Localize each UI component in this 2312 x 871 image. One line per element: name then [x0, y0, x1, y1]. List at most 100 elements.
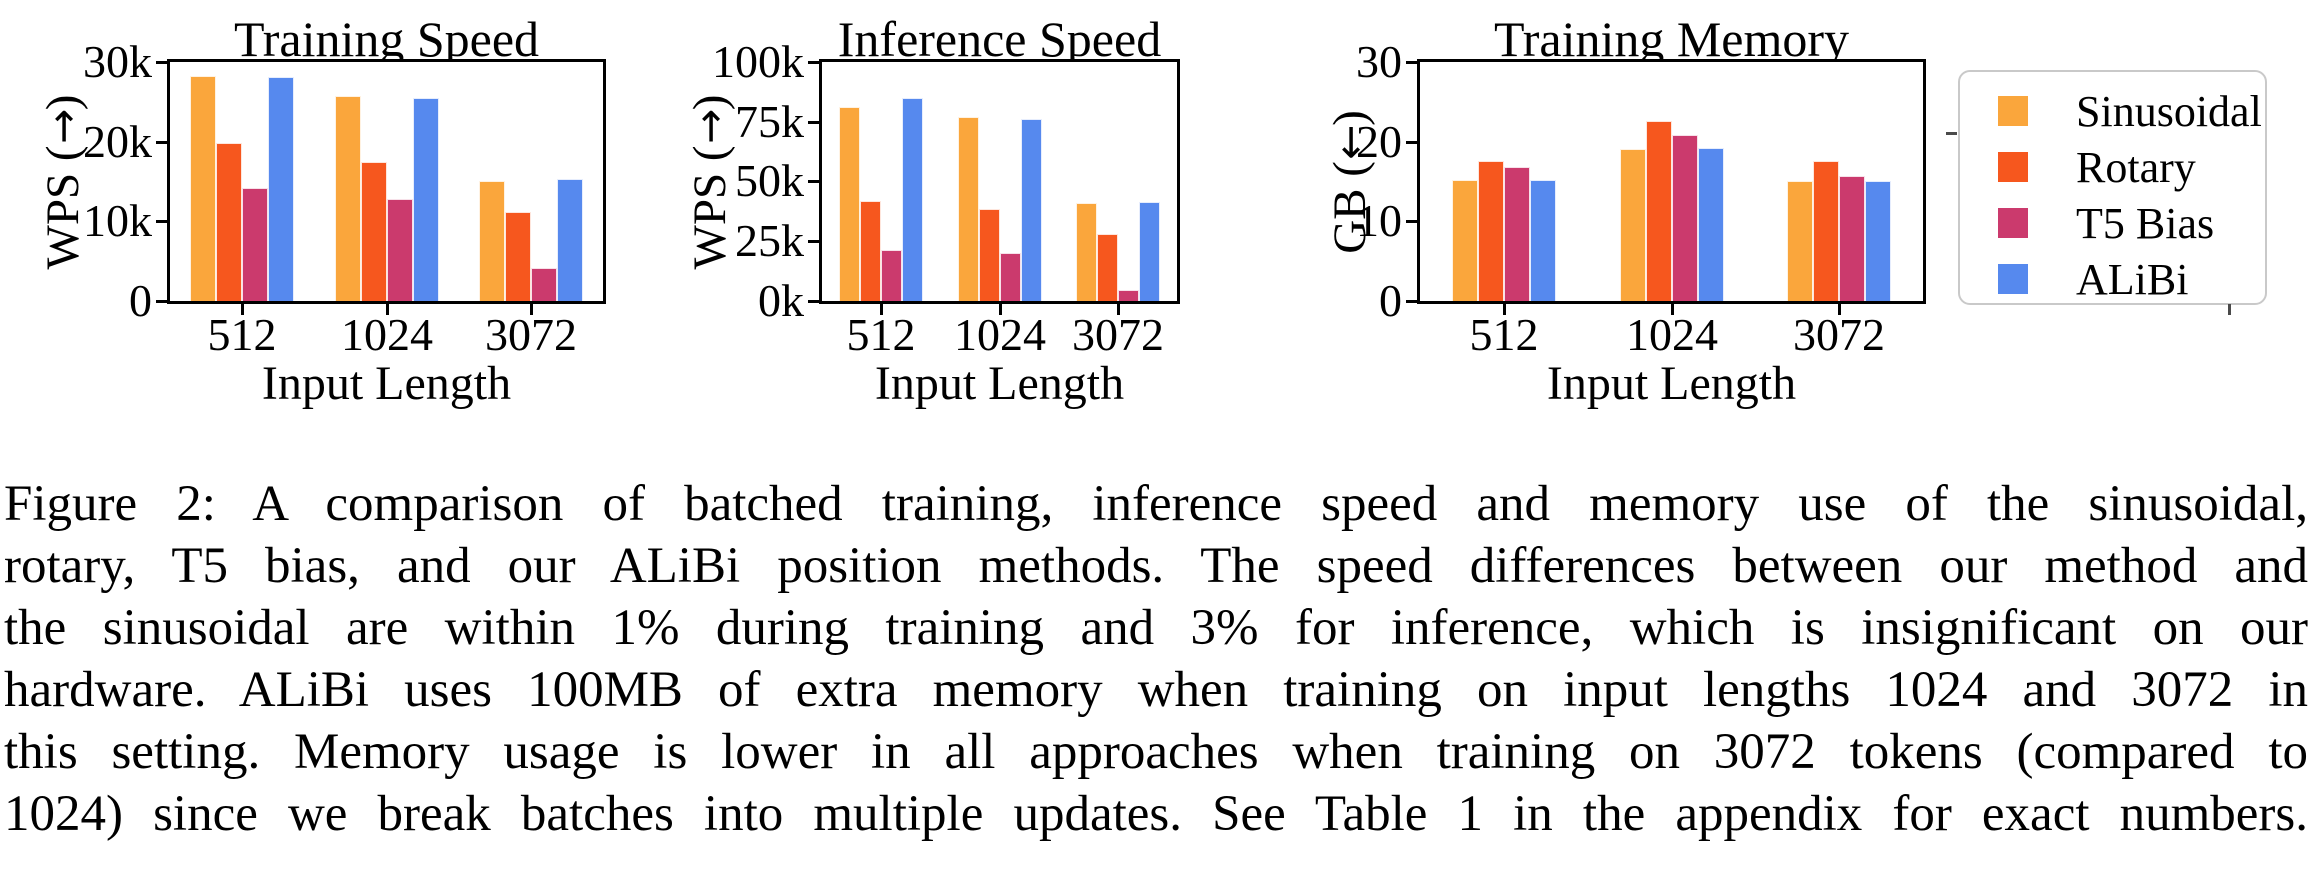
y-tick-label: 30k: [83, 36, 152, 87]
x-tick: [241, 304, 244, 315]
y-tick-label: 20: [1356, 116, 1402, 167]
y-tick-label: 10k: [83, 195, 152, 246]
y-tick: [1406, 220, 1417, 223]
x-tick: [530, 304, 533, 315]
bar-sinusoidal-512: [1452, 180, 1478, 301]
legend-item-t5-bias: T5 Bias: [1960, 195, 2265, 251]
x-tick-label: 512: [846, 309, 916, 360]
bar-rotary-512: [860, 201, 881, 301]
y-tick-label: 0: [129, 275, 152, 326]
y-tick: [808, 300, 819, 303]
caption-line-1: Figure 2: A comparison of batched traini…: [4, 476, 2308, 532]
x-tick: [1671, 304, 1674, 315]
figure-caption: Figure 2: A comparison of batched traini…: [4, 473, 2308, 845]
y-tick-label: 20k: [83, 116, 152, 167]
chart-title: Training Memory: [1493, 11, 1850, 67]
bar-t5-bias-3072: [1118, 290, 1139, 301]
bar-alibi-512: [268, 77, 294, 301]
plot-area: [1417, 59, 1926, 304]
y-tick-label: 0: [1379, 275, 1402, 326]
x-tick-label: 512: [207, 309, 277, 360]
x-tick-label: 3072: [1793, 309, 1885, 360]
x-tick-label: 3072: [1072, 309, 1164, 360]
plot-area: [167, 59, 606, 304]
y-tick: [156, 61, 167, 64]
y-tick-label: 10: [1356, 195, 1402, 246]
bar-sinusoidal-512: [190, 76, 216, 301]
bar-t5-bias-1024: [1000, 253, 1021, 301]
x-tick-label: 1024: [1626, 309, 1718, 360]
bar-t5-bias-1024: [1672, 135, 1698, 301]
y-tick: [808, 121, 819, 124]
y-tick: [808, 61, 819, 64]
legend-label: Sinusoidal: [2076, 86, 2262, 136]
y-tick-label: 25k: [735, 215, 804, 266]
caption-line-5: this setting. Memory usage is lower in a…: [4, 724, 2308, 780]
bar-sinusoidal-1024: [1620, 149, 1646, 301]
bar-t5-bias-512: [242, 188, 268, 301]
bar-alibi-3072: [1139, 202, 1160, 301]
x-tick: [1838, 304, 1841, 315]
x-tick-label: 1024: [954, 309, 1046, 360]
x-tick-label: 1024: [341, 309, 433, 360]
bar-sinusoidal-3072: [1787, 181, 1813, 301]
stray-tick-mark: [2228, 304, 2231, 315]
y-tick: [808, 240, 819, 243]
legend-swatch-t5-bias: [1998, 208, 2028, 238]
legend-swatch-sinusoidal: [1998, 96, 2028, 126]
caption-line-4: hardware. ALiBi uses 100MB of extra memo…: [4, 662, 2308, 718]
bar-rotary-3072: [1097, 234, 1118, 301]
bar-alibi-512: [1530, 180, 1556, 301]
bar-t5-bias-3072: [1839, 176, 1865, 301]
legend: Sinusoidal Rotary T5 Bias ALiBi: [1958, 70, 2267, 305]
y-tick: [1406, 61, 1417, 64]
x-axis-label: Input Length: [874, 357, 1125, 410]
legend-item-rotary: Rotary: [1960, 139, 2265, 195]
bar-sinusoidal-1024: [335, 96, 361, 301]
bar-rotary-512: [1478, 161, 1504, 301]
bar-sinusoidal-3072: [1076, 203, 1097, 301]
bar-alibi-1024: [413, 98, 439, 301]
caption-line-2: rotary, T5 bias, and our ALiBi position …: [4, 538, 2308, 594]
legend-item-sinusoidal: Sinusoidal: [1960, 83, 2265, 139]
bar-rotary-3072: [1813, 161, 1839, 301]
bar-sinusoidal-1024: [958, 117, 979, 301]
y-tick-label: 50k: [735, 155, 804, 206]
bar-t5-bias-3072: [531, 268, 557, 301]
chart-title: Training Speed: [233, 11, 540, 67]
y-tick: [808, 180, 819, 183]
bar-alibi-1024: [1021, 119, 1042, 301]
caption-line-3: the sinusoidal are within 1% during trai…: [4, 600, 2308, 656]
legend-label: Rotary: [2076, 142, 2196, 192]
bar-rotary-512: [216, 143, 242, 301]
bar-sinusoidal-3072: [479, 181, 505, 301]
x-axis-label: Input Length: [1546, 357, 1797, 410]
legend-swatch-alibi: [1998, 264, 2028, 294]
y-tick: [1406, 141, 1417, 144]
y-tick: [156, 220, 167, 223]
bar-alibi-3072: [557, 179, 583, 301]
y-tick: [156, 300, 167, 303]
x-tick-label: 3072: [485, 309, 577, 360]
x-axis-label: Input Length: [261, 357, 512, 410]
bar-alibi-3072: [1865, 181, 1891, 301]
bar-alibi-1024: [1698, 148, 1724, 301]
x-tick: [880, 304, 883, 315]
stray-tick-mark: [1946, 132, 1957, 135]
y-tick: [156, 141, 167, 144]
x-tick-label: 512: [1469, 309, 1539, 360]
bar-t5-bias-1024: [387, 199, 413, 301]
legend-label: ALiBi: [2076, 254, 2189, 304]
x-tick: [1503, 304, 1506, 315]
x-tick: [999, 304, 1002, 315]
chart-title: Inference Speed: [837, 11, 1162, 67]
y-tick-label: 100k: [712, 36, 804, 87]
legend-swatch-rotary: [1998, 152, 2028, 182]
bar-sinusoidal-512: [839, 107, 860, 301]
bar-t5-bias-512: [881, 250, 902, 301]
bar-alibi-512: [902, 98, 923, 301]
bar-rotary-1024: [979, 209, 1000, 301]
y-tick: [1406, 300, 1417, 303]
bar-rotary-1024: [1646, 121, 1672, 301]
